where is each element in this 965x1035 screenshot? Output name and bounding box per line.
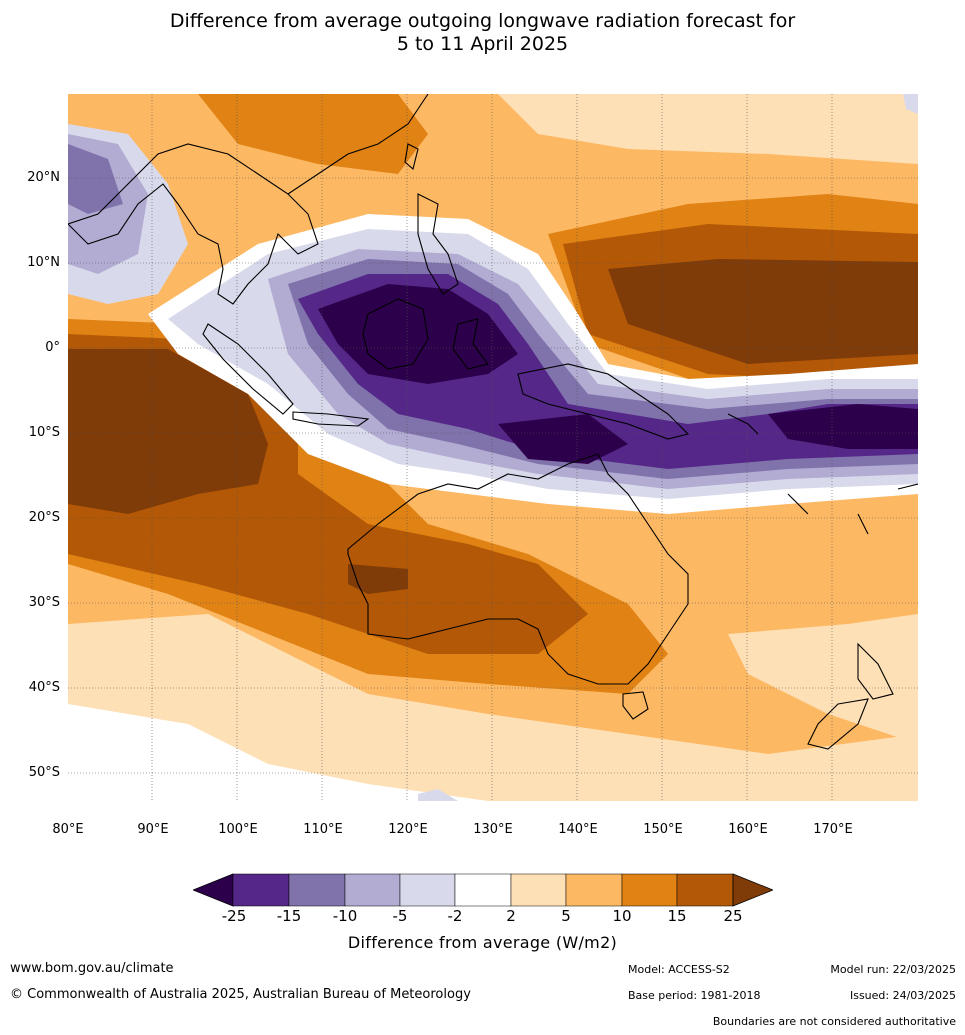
lon-label: 90°E bbox=[137, 822, 169, 837]
lon-label: 150°E bbox=[643, 822, 683, 837]
anomaly-region bbox=[68, 614, 918, 801]
colorbar-swatch bbox=[676, 873, 734, 907]
anomaly-region bbox=[198, 94, 428, 174]
anomaly-region bbox=[498, 414, 628, 464]
website-link[interactable]: www.bom.gov.au/climate bbox=[10, 961, 174, 976]
lon-label: 80°E bbox=[52, 822, 84, 837]
colorbar-tick: -25 bbox=[221, 907, 247, 925]
lat-label: 10°S bbox=[28, 425, 60, 440]
coastlines bbox=[68, 94, 918, 750]
copyright-text: © Commonwealth of Australia 2025, Austra… bbox=[10, 987, 471, 1002]
colorbar-swatch bbox=[454, 873, 512, 907]
base-period: Base period: 1981-2018 bbox=[628, 989, 761, 1002]
issued-date: Issued: 24/03/2025 bbox=[849, 989, 956, 1002]
colorbar-swatch bbox=[288, 873, 346, 907]
anomaly-region bbox=[418, 789, 458, 801]
graticule bbox=[68, 94, 918, 801]
colorbar bbox=[193, 873, 773, 907]
colorbar-swatch bbox=[344, 873, 401, 907]
lat-label: 20°N bbox=[27, 170, 60, 185]
colorbar-tick: -15 bbox=[276, 907, 302, 925]
olr-anomaly-map bbox=[68, 94, 918, 801]
lon-label: 120°E bbox=[388, 822, 428, 837]
lon-label: 140°E bbox=[558, 822, 598, 837]
title-line-1: Difference from average outgoing longwav… bbox=[169, 10, 796, 32]
colorbar-tick: 15 bbox=[667, 907, 687, 925]
colorbar-arrow-low bbox=[193, 873, 234, 907]
anomaly-region bbox=[728, 614, 918, 744]
model-name: Model: ACCESS-S2 bbox=[628, 963, 730, 976]
lat-label: 40°S bbox=[28, 680, 60, 695]
lon-label: 100°E bbox=[218, 822, 258, 837]
colorbar-label: Difference from average (W/m2) bbox=[347, 933, 618, 952]
lon-label: 110°E bbox=[303, 822, 343, 837]
colorbar-swatch bbox=[621, 873, 678, 907]
colorbar-tick: -2 bbox=[447, 907, 463, 925]
colorbar-tick: 5 bbox=[561, 907, 571, 925]
anomaly-region bbox=[498, 94, 918, 164]
anomaly-region bbox=[68, 349, 268, 514]
lat-label: 10°N bbox=[27, 255, 60, 270]
colorbar-tick: -5 bbox=[392, 907, 408, 925]
anomaly-region bbox=[903, 94, 918, 114]
title-line-2: 5 to 11 April 2025 bbox=[396, 33, 569, 55]
colorbar-arrow-high bbox=[732, 873, 773, 907]
colorbar-swatch bbox=[399, 873, 456, 907]
anomaly-region bbox=[318, 284, 518, 384]
disclaimer: Boundaries are not considered authoritat… bbox=[712, 1015, 956, 1028]
anomaly-region bbox=[608, 259, 918, 364]
model-run-date: Model run: 22/03/2025 bbox=[830, 963, 956, 976]
lon-label: 160°E bbox=[728, 822, 768, 837]
lon-label: 170°E bbox=[813, 822, 853, 837]
lon-label: 130°E bbox=[473, 822, 513, 837]
anomaly-region bbox=[768, 404, 918, 449]
anomaly-region bbox=[348, 564, 408, 594]
lat-label: 20°S bbox=[28, 510, 60, 525]
colorbar-tick: 2 bbox=[506, 907, 516, 925]
map-title: Difference from average outgoing longwav… bbox=[0, 10, 965, 56]
colorbar-tick: 25 bbox=[723, 907, 743, 925]
colorbar-swatch bbox=[510, 873, 567, 907]
colorbar-swatch bbox=[232, 873, 290, 907]
anomaly-region bbox=[68, 704, 488, 801]
colorbar-tick: 10 bbox=[612, 907, 632, 925]
lat-label: 50°S bbox=[28, 765, 60, 780]
anomaly-region bbox=[68, 144, 123, 214]
lat-label: 0° bbox=[45, 340, 60, 355]
colorbar-tick: -10 bbox=[332, 907, 358, 925]
colorbar-swatch bbox=[565, 873, 623, 907]
lat-label: 30°S bbox=[28, 595, 60, 610]
